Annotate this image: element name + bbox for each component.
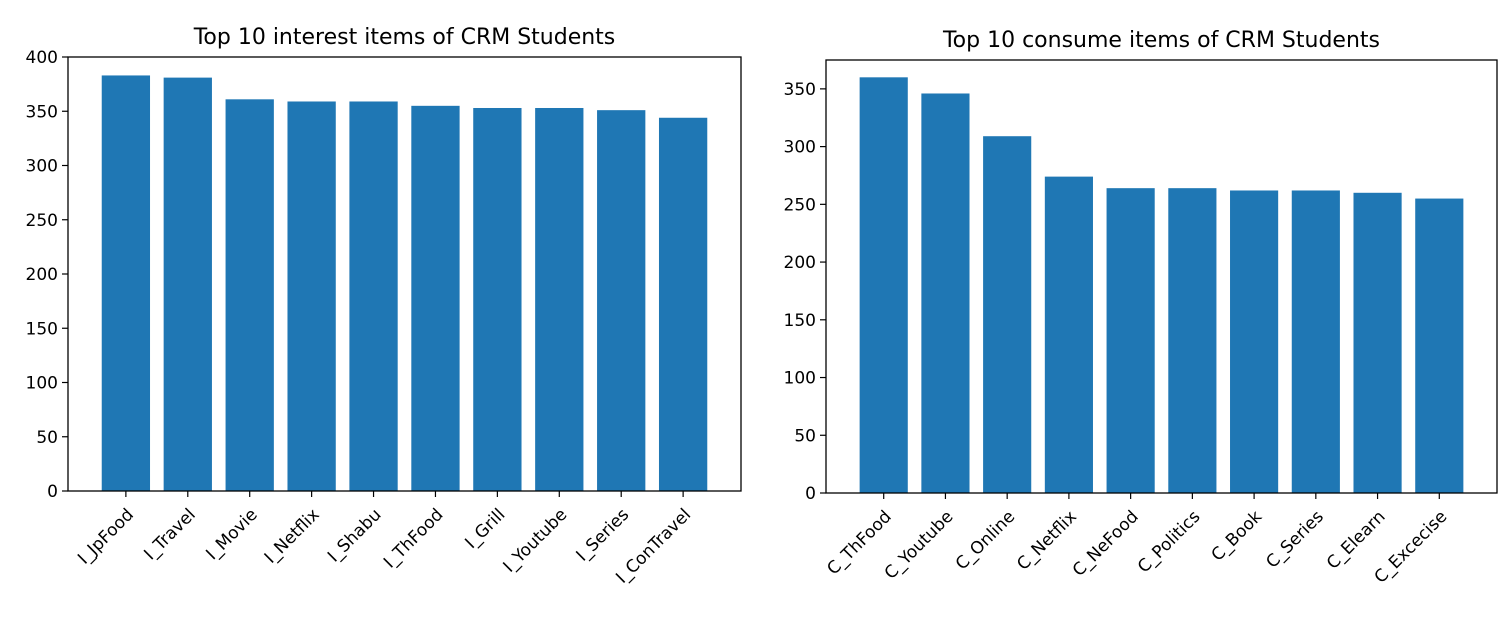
x-tick-label: I_Shabu bbox=[324, 505, 386, 567]
bar-I_JpFood bbox=[101, 75, 151, 491]
x-tick-label: I_Youtube bbox=[500, 505, 572, 577]
x-tick-label: C_Book bbox=[1208, 507, 1267, 566]
x-tick-label: C_Politics bbox=[1134, 507, 1204, 577]
bar-I_Travel bbox=[163, 77, 212, 492]
x-tick-label: C_NeFood bbox=[1069, 507, 1143, 581]
y-tick-label: 50 bbox=[36, 428, 58, 448]
chart-1: Top 10 interest items of CRM Students 0 50… bbox=[26, 25, 742, 588]
y-tick-label: 150 bbox=[784, 311, 816, 331]
x-tick-label: C_Series bbox=[1262, 507, 1328, 573]
x-tick-label: I_Netflix bbox=[261, 505, 324, 568]
y-tick-label: 400 bbox=[26, 48, 58, 68]
bar-C_NeFood bbox=[1106, 188, 1155, 493]
bar-I_Movie bbox=[225, 99, 274, 491]
y-tick-label: 150 bbox=[26, 319, 58, 339]
bar-C_ThFood bbox=[859, 77, 908, 493]
chart-title: Top 10 consume items of CRM Students bbox=[942, 28, 1380, 53]
chart-title: Top 10 interest items of CRM Students bbox=[193, 25, 616, 50]
axes-frame bbox=[67, 56, 742, 492]
bar-C_Politics bbox=[1168, 188, 1217, 493]
bar-C_Netflix bbox=[1044, 176, 1093, 493]
bar-C_Youtube bbox=[921, 93, 970, 493]
bar-I_Series bbox=[597, 110, 646, 491]
x-tick-label: I_Series bbox=[573, 505, 634, 566]
y-tick-label: 250 bbox=[784, 195, 816, 215]
bar-I_Youtube bbox=[535, 107, 584, 492]
bar-C_Elearn bbox=[1353, 192, 1402, 493]
y-tick-label: 200 bbox=[784, 253, 816, 273]
y-tick-label: 300 bbox=[26, 157, 58, 177]
bar-I_Grill bbox=[473, 107, 522, 492]
bar-C_Series bbox=[1291, 190, 1340, 493]
x-tick-label: C_Online bbox=[952, 507, 1019, 574]
x-tick-label: I_Movie bbox=[202, 505, 261, 564]
y-tick-label: 300 bbox=[784, 138, 816, 158]
bar-I_ThFood bbox=[411, 105, 460, 491]
y-tick-label: 100 bbox=[784, 369, 816, 389]
bar-C_Excecise bbox=[1415, 198, 1464, 493]
chart-2: Top 10 consume items of CRM Students 0 50 1… bbox=[784, 28, 1498, 588]
y-tick-label: 350 bbox=[26, 102, 58, 122]
bar-C_Book bbox=[1230, 190, 1279, 493]
y-tick-label: 0 bbox=[805, 484, 816, 504]
y-tick-label: 200 bbox=[26, 265, 58, 285]
bar-I_Netflix bbox=[287, 101, 336, 492]
bar-I_Shabu bbox=[349, 101, 398, 492]
axes-frame bbox=[825, 59, 1498, 494]
y-tick-label: 50 bbox=[794, 426, 816, 446]
y-tick-label: 0 bbox=[47, 482, 58, 502]
y-tick-label: 250 bbox=[26, 211, 58, 231]
x-tick-label: I_JpFood bbox=[74, 505, 138, 569]
y-tick-label: 350 bbox=[784, 80, 816, 100]
x-tick-label: I_Travel bbox=[140, 505, 199, 564]
y-tick-label: 100 bbox=[26, 374, 58, 394]
x-tick-label: I_Grill bbox=[461, 505, 509, 553]
bar-C_Online bbox=[983, 136, 1032, 493]
bar-I_ConTravel bbox=[658, 117, 708, 491]
x-tick-label: I_ThFood bbox=[380, 505, 447, 572]
